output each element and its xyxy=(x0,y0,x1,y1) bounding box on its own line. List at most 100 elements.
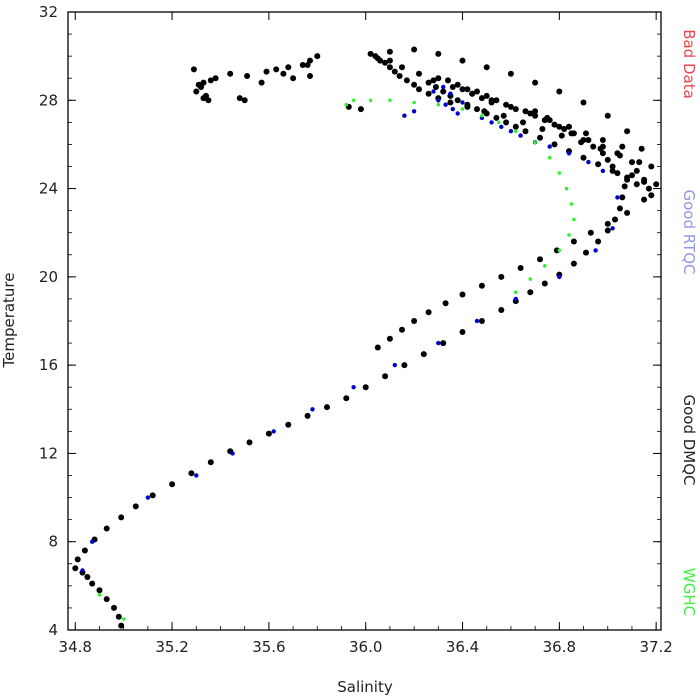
good-dmqc-point xyxy=(561,126,568,132)
good-dmqc-point xyxy=(304,62,311,68)
wghc-point xyxy=(480,113,484,118)
wghc-point xyxy=(514,129,518,133)
good-dmqc-point xyxy=(624,176,631,183)
good-dmqc-point xyxy=(103,525,110,532)
wghc-point xyxy=(344,102,349,107)
good-dmqc-point xyxy=(425,90,432,97)
good-rtqc-point xyxy=(436,98,441,103)
good-dmqc-point xyxy=(304,412,311,419)
good-dmqc-point xyxy=(258,79,265,86)
wghc-point xyxy=(436,102,441,107)
good-rtqc-point xyxy=(518,133,523,138)
good-rtqc-point xyxy=(194,473,199,478)
good-dmqc-point xyxy=(583,249,589,256)
good-dmqc-point xyxy=(84,574,91,580)
legend: Bad Data Good RTQC Good DMQC WGHC xyxy=(680,29,698,616)
good-dmqc-point xyxy=(386,64,393,71)
good-dmqc-point xyxy=(464,101,471,108)
good-dmqc-point xyxy=(464,86,471,93)
x-tick-label: 36.0 xyxy=(349,638,382,656)
good-dmqc-point xyxy=(624,209,631,216)
good-dmqc-point xyxy=(391,68,398,75)
good-dmqc-point xyxy=(493,97,500,104)
good-dmqc-point xyxy=(190,66,197,73)
good-dmqc-point xyxy=(236,95,243,102)
good-dmqc-point xyxy=(205,97,212,104)
good-dmqc-point xyxy=(604,156,611,163)
good-dmqc-point xyxy=(207,459,214,466)
good-dmqc-point xyxy=(207,77,214,84)
good-dmqc-point xyxy=(118,514,125,521)
good-dmqc-point xyxy=(590,143,597,150)
legend-item-bad-data: Bad Data xyxy=(680,29,698,99)
good-dmqc-point xyxy=(532,108,539,115)
good-rtqc-point xyxy=(489,120,494,125)
good-dmqc-point xyxy=(520,119,526,126)
good-rtqc-point xyxy=(508,129,514,134)
good-dmqc-point xyxy=(212,75,219,82)
good-dmqc-point xyxy=(273,66,280,73)
legend-item-good-rtqc: Good RTQC xyxy=(680,189,698,274)
good-dmqc-point xyxy=(645,185,652,192)
good-dmqc-point xyxy=(512,106,519,113)
good-rtqc-point xyxy=(351,385,356,390)
good-dmqc-point xyxy=(132,503,139,510)
good-dmqc-point xyxy=(633,181,640,188)
good-dmqc-point xyxy=(599,137,606,143)
y-tick-label: 24 xyxy=(39,180,58,198)
data-points xyxy=(72,46,660,629)
good-dmqc-point xyxy=(636,159,643,166)
good-dmqc-point xyxy=(411,46,418,53)
good-dmqc-point xyxy=(372,53,379,60)
good-dmqc-point xyxy=(416,86,422,93)
good-dmqc-point xyxy=(290,75,297,82)
good-dmqc-point xyxy=(641,176,648,183)
good-rtqc-point xyxy=(90,539,95,544)
good-dmqc-point xyxy=(246,439,253,446)
y-tick-label: 12 xyxy=(39,444,58,462)
good-dmqc-point xyxy=(556,123,563,130)
plot-frame xyxy=(67,11,662,631)
good-dmqc-point xyxy=(396,73,403,79)
x-axis-title: Salinity xyxy=(337,678,393,696)
good-dmqc-point xyxy=(478,95,485,102)
x-tick-label: 36.4 xyxy=(446,638,479,656)
good-dmqc-point xyxy=(488,99,495,106)
legend-item-good-dmqc: Good DMQC xyxy=(680,394,698,485)
good-dmqc-point xyxy=(314,53,321,60)
good-dmqc-point xyxy=(72,565,79,572)
y-tick-label: 28 xyxy=(39,91,58,109)
good-dmqc-point xyxy=(432,84,439,90)
good-dmqc-point xyxy=(474,88,480,95)
good-dmqc-point xyxy=(442,300,449,307)
good-dmqc-point xyxy=(585,137,592,143)
x-tick-label: 34.8 xyxy=(59,638,92,656)
good-dmqc-point xyxy=(324,404,330,411)
good-dmqc-point xyxy=(532,79,539,86)
good-dmqc-point xyxy=(474,106,480,113)
good-dmqc-point xyxy=(449,84,456,90)
good-dmqc-point xyxy=(280,70,287,77)
good-dmqc-point xyxy=(454,81,461,88)
good-dmqc-point xyxy=(459,329,466,335)
wghc-point xyxy=(543,264,547,268)
good-dmqc-point xyxy=(430,77,437,84)
good-dmqc-point xyxy=(343,395,350,402)
legend-item-wghc: WGHC xyxy=(680,568,698,616)
good-dmqc-point xyxy=(200,95,207,102)
y-tick-label: 16 xyxy=(39,356,58,374)
x-tick-label: 35.6 xyxy=(252,638,285,656)
good-rtqc-point xyxy=(586,159,591,165)
good-dmqc-point xyxy=(115,613,122,620)
good-dmqc-point xyxy=(541,280,548,287)
good-dmqc-point xyxy=(541,117,548,124)
good-dmqc-point xyxy=(89,580,96,587)
good-rtqc-point xyxy=(441,84,446,90)
good-dmqc-point xyxy=(527,289,534,296)
good-dmqc-point xyxy=(604,227,611,234)
good-dmqc-point xyxy=(459,57,466,64)
good-dmqc-point xyxy=(539,126,546,132)
good-dmqc-point xyxy=(498,307,505,313)
good-dmqc-point xyxy=(459,86,466,93)
good-dmqc-point xyxy=(599,150,606,157)
